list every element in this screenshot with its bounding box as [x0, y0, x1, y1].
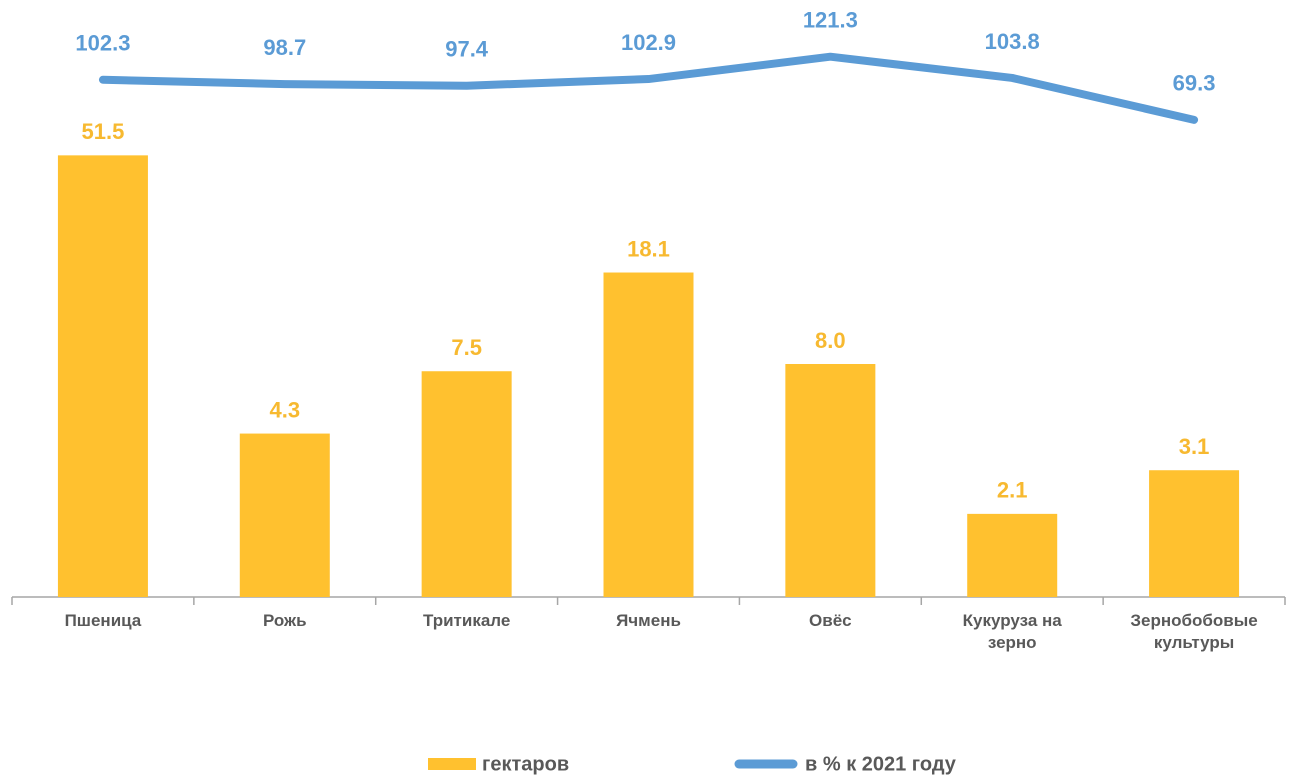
line-value-label: 102.3	[75, 31, 130, 56]
legend-label: гектаров	[482, 753, 569, 775]
bar-value-label: 18.1	[627, 236, 670, 261]
line-value-label: 69.3	[1173, 71, 1216, 96]
bar	[1149, 470, 1240, 597]
bar-value-label: 7.5	[451, 335, 482, 360]
bar-value-label: 8.0	[815, 328, 846, 353]
x-tick-label: Ячмень	[616, 611, 681, 630]
bar	[57, 155, 148, 597]
line	[98, 52, 1199, 124]
bar	[239, 433, 330, 597]
bar	[603, 272, 694, 597]
line-value-label: 97.4	[445, 37, 489, 62]
line-value-label: 102.9	[621, 30, 676, 55]
x-tick-label: Пшеница	[64, 611, 142, 630]
x-tick-label: Овёс	[809, 611, 852, 630]
bar-value-label: 51.5	[82, 119, 125, 144]
legend-swatch	[428, 758, 476, 770]
legend-label: в % к 2021 году	[805, 753, 957, 775]
bar	[421, 371, 512, 597]
bar-value-label: 4.3	[269, 397, 300, 422]
line-value-label: 98.7	[263, 35, 306, 60]
x-tick-label: Кукуруза на зерно	[962, 611, 1062, 652]
x-tick-label: Тритикале	[422, 611, 511, 630]
x-tick-label: Рожь	[262, 611, 307, 630]
x-tick-label: Зернобобовые культуры	[1130, 611, 1258, 652]
bar	[785, 364, 876, 597]
line-value-label: 121.3	[803, 8, 858, 33]
bar-value-label: 3.1	[1179, 434, 1210, 459]
bar-value-label: 2.1	[997, 478, 1028, 503]
line-value-label: 103.8	[985, 29, 1040, 54]
bar	[967, 513, 1058, 597]
